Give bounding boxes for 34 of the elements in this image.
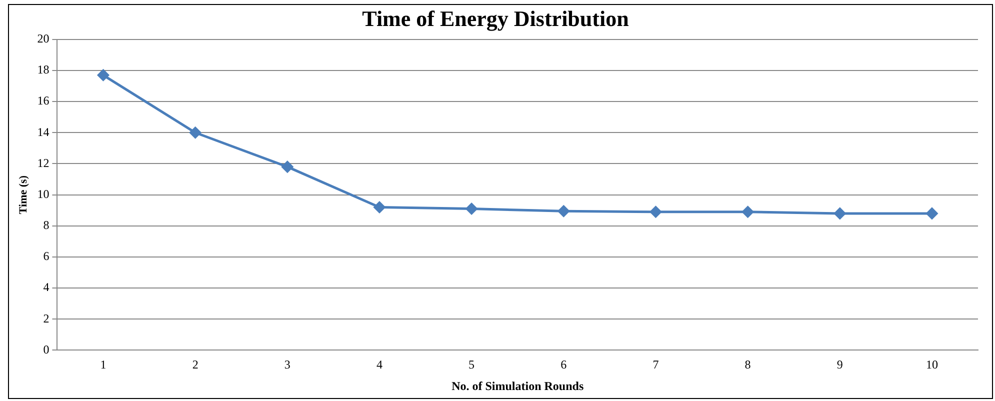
- x-tick-label: 3: [284, 358, 290, 372]
- y-tick-label: 20: [37, 32, 50, 46]
- point: [374, 201, 386, 213]
- x-tick-label: 10: [926, 358, 938, 372]
- chart-title: Time of Energy Distribution: [362, 6, 629, 31]
- y-tick-label: 8: [43, 218, 50, 232]
- point: [926, 208, 938, 220]
- y-tick-label: 4: [43, 280, 50, 294]
- y-tick-label: 6: [43, 249, 50, 264]
- point: [97, 69, 109, 81]
- y-tick-label: 16: [37, 94, 50, 108]
- x-tick-label: 6: [560, 358, 567, 372]
- x-tick-label: 8: [744, 358, 751, 372]
- point: [834, 208, 846, 220]
- y-tick-label: 0: [43, 342, 50, 356]
- x-tick-label: 1: [100, 358, 106, 372]
- point: [282, 161, 294, 173]
- x-tick-label: 2: [192, 358, 198, 372]
- point: [558, 205, 570, 217]
- x-axis-title: No. of Simulation Rounds: [452, 378, 584, 393]
- y-tick-label: 10: [37, 186, 50, 201]
- y-tick-label: 12: [37, 156, 50, 170]
- x-tick-label: 9: [836, 358, 843, 372]
- point: [650, 206, 662, 218]
- x-tick-label: 5: [468, 358, 475, 372]
- y-tick-label: 18: [37, 62, 50, 77]
- point: [742, 206, 754, 218]
- x-tick-label: 7: [652, 358, 659, 372]
- y-axis-title: Time (s): [17, 175, 30, 214]
- y-tick-label: 2: [43, 311, 50, 326]
- y-tick-label: 14: [37, 124, 50, 139]
- x-tick-label: 4: [376, 358, 382, 372]
- point: [466, 203, 478, 215]
- point: [190, 126, 202, 138]
